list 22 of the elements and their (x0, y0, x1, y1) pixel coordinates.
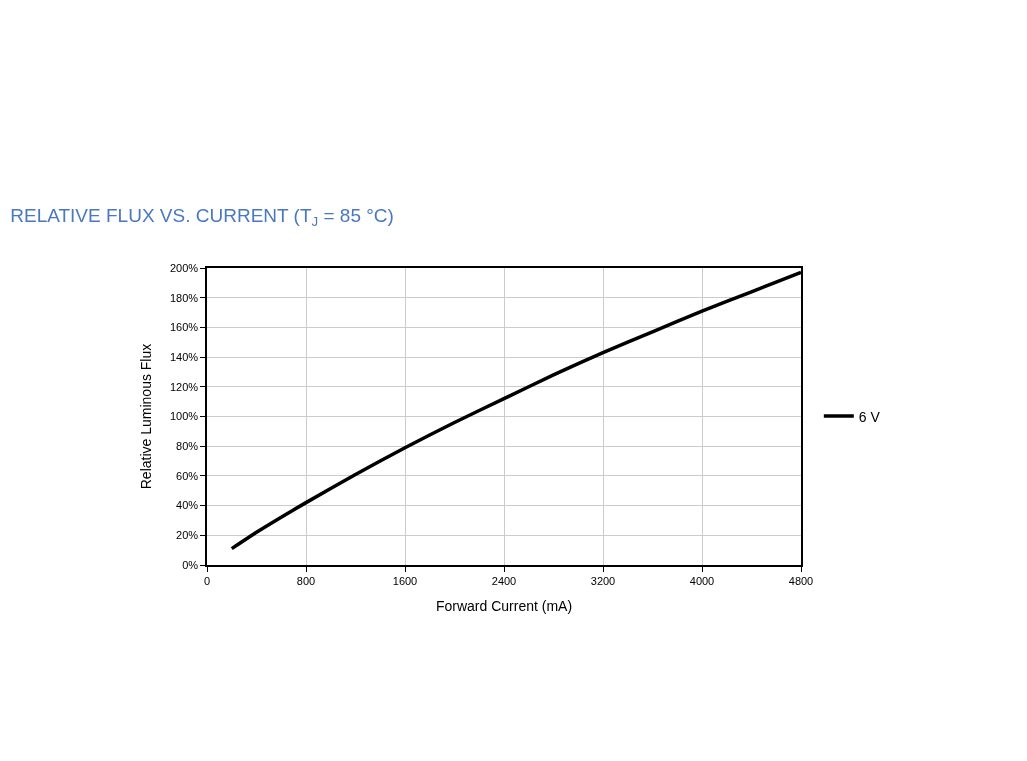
y-tick-label: 60% (176, 469, 199, 482)
x-tick-label: 0 (203, 574, 211, 587)
y-tick-label: 140% (169, 350, 199, 363)
chart-title: RELATIVE FLUX VS. CURRENT (T$_{J}$ = 85 °C) (10, 204, 394, 229)
y-tick-label: 0% (182, 558, 199, 571)
x-tick-label: 2400 (491, 574, 517, 587)
x-tick-label: 4800 (788, 574, 814, 587)
x-tick-label: 4000 (689, 574, 715, 587)
y-tick-label: 100% (169, 410, 199, 423)
y-tick-label: 80% (176, 440, 199, 453)
legend-label: 6 V (858, 408, 881, 425)
y-tick-label: 200% (169, 261, 199, 274)
x-tick-label: 3200 (590, 574, 616, 587)
y-tick-label: 20% (176, 529, 199, 542)
y-tick-label: 180% (169, 291, 199, 304)
x-axis-title: Forward Current (mA) (435, 597, 573, 614)
x-tick-label: 800 (296, 574, 316, 587)
x-tick-label: 1600 (392, 574, 418, 587)
y-axis-title: Relative Luminous Flux (138, 343, 155, 490)
y-tick-label: 160% (169, 321, 199, 334)
y-tick-label: 120% (169, 380, 199, 393)
y-tick-label: 40% (176, 499, 199, 512)
